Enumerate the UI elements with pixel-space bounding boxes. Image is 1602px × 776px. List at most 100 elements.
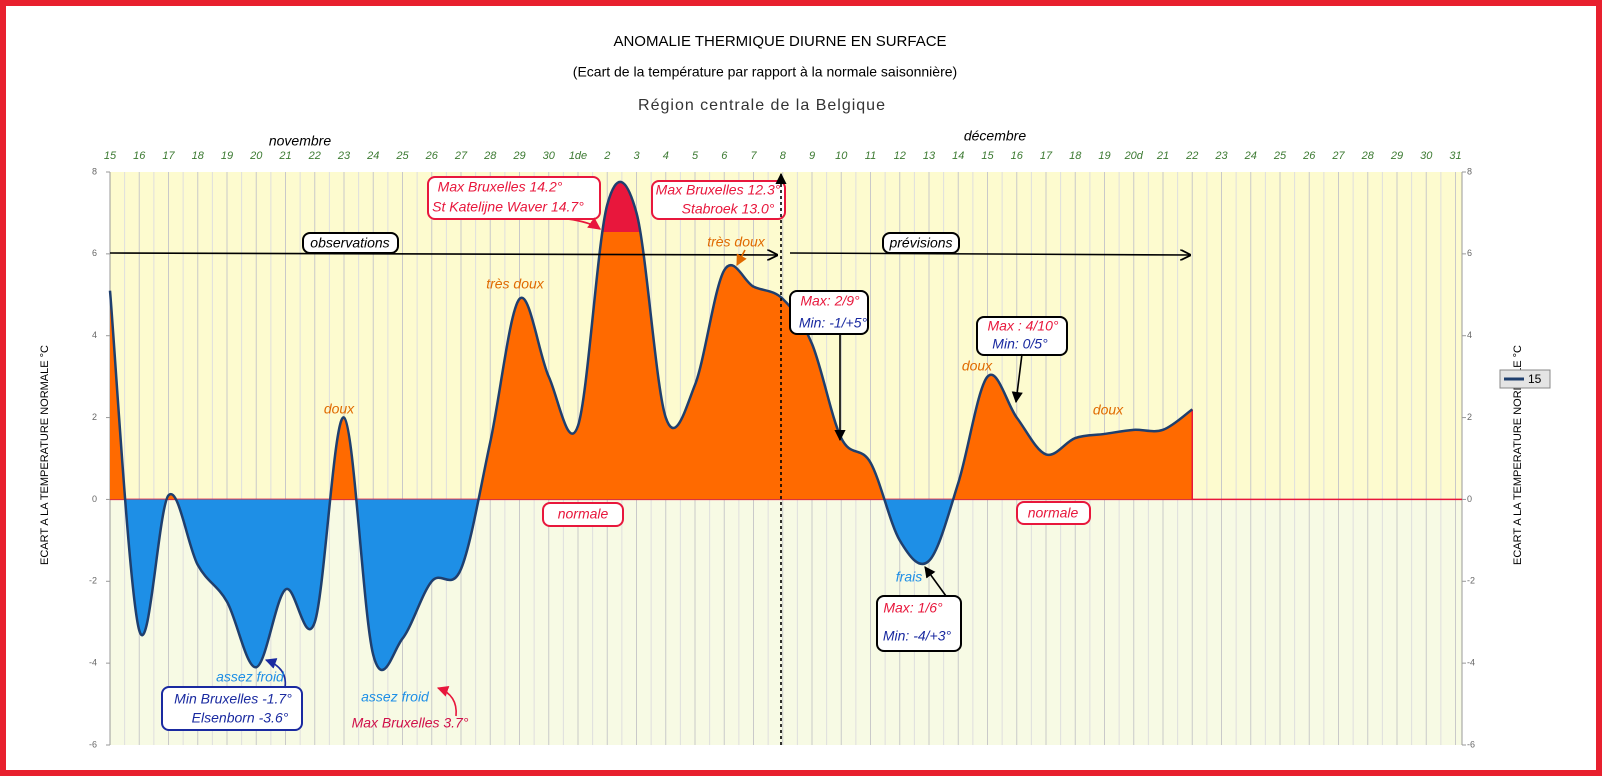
annotation: Max Bruxelles 3.7° [352, 715, 469, 731]
arrow [1011, 353, 1023, 404]
month-label: novembre [269, 133, 331, 149]
y2-axis-title: ECART A LA TEMPERATURE NORMALE °C [1512, 345, 1524, 565]
x-tick-label: 7 [750, 150, 757, 162]
y-tick-label: 4 [92, 330, 97, 340]
x-tick-label: 22 [1185, 150, 1198, 162]
x-tick-label: 18 [1069, 150, 1082, 162]
arrow [567, 217, 602, 230]
x-tick-label: 30 [543, 150, 556, 162]
x-tick-label: 9 [809, 150, 815, 162]
annotation: normale [1028, 505, 1079, 521]
annotation: doux [1093, 402, 1124, 418]
annotation: très doux [707, 234, 766, 250]
y-tick-label: -6 [89, 739, 97, 749]
x-tick-label: 17 [1040, 150, 1053, 162]
x-tick-label: 5 [692, 150, 699, 162]
x-tick-label: 3 [633, 150, 640, 162]
annotation-box [542, 502, 624, 527]
y-tick-label: -4 [89, 658, 97, 668]
x-tick-label: 30 [1420, 150, 1433, 162]
x-tick-label: 29 [1390, 150, 1403, 162]
month-label: décembre [964, 128, 1026, 144]
x-tick-label: 28 [483, 150, 497, 162]
x-tick-label: 27 [1331, 150, 1345, 162]
line [108, 180, 1193, 672]
x-tick-label: 20 [249, 150, 263, 162]
y-axis-title: ECART A LA TEMPERATURE NORMALE °C [39, 345, 51, 565]
x-tick-label: 26 [425, 150, 439, 162]
area-peak [602, 182, 641, 232]
x-tick-label: 25 [395, 150, 409, 162]
x-tick-label: 6 [721, 150, 728, 162]
arrow [924, 566, 947, 597]
x-tick-label: 17 [162, 150, 175, 162]
annotation: Max Bruxelles 12.3° [656, 182, 781, 198]
x-tick-label: 22 [308, 150, 321, 162]
x-tick-label: 18 [192, 150, 205, 162]
y-tick-label: 8 [92, 166, 97, 176]
annotation: normale [558, 506, 609, 522]
annotation: Elsenborn -3.6° [192, 710, 289, 726]
annotation-box [789, 290, 869, 335]
x-tick-label: 20d [1124, 150, 1144, 162]
arrow [109, 253, 777, 255]
x-tick-label: 12 [894, 150, 906, 162]
x-tick-label: 29 [512, 150, 525, 162]
arrow [436, 686, 457, 717]
annotation: Min: -4/+3° [883, 628, 952, 644]
arrow [736, 249, 747, 266]
x-tick-label: 4 [663, 150, 669, 162]
annotation: Max: 1/6° [883, 600, 943, 616]
y2-tick-label: 6 [1467, 248, 1472, 258]
x-tick-label: 14 [952, 150, 964, 162]
x-tick-label: 28 [1361, 150, 1375, 162]
x-tick-label: 23 [337, 150, 351, 162]
annotation: Min: -1/+5° [799, 315, 868, 331]
annotation: Max: 2/9° [800, 293, 860, 309]
annotation: Max : 4/10° [988, 318, 1059, 334]
x-tick-label: 15 [981, 150, 994, 162]
x-tick-label: 21 [278, 150, 291, 162]
x-tick-label: 10 [835, 150, 848, 162]
y-tick-label: 0 [92, 494, 97, 504]
annotation: Stabroek 13.0° [682, 201, 775, 217]
x-tick-label: 16 [133, 150, 146, 162]
x-tick-label: 16 [1011, 150, 1024, 162]
y2-tick-label: 4 [1467, 330, 1472, 340]
chart-subtitle: (Ecart de la température par rapport à l… [573, 64, 957, 80]
y2-tick-label: -4 [1467, 658, 1475, 668]
x-tick-label: 8 [780, 150, 787, 162]
x-tick-label: 25 [1273, 150, 1287, 162]
annotation: doux [324, 401, 355, 417]
annotation: très doux [486, 276, 545, 292]
annotation: Max Bruxelles 14.2° [438, 179, 563, 195]
y-tick-label: 6 [92, 248, 97, 258]
y2-tick-label: -2 [1467, 576, 1475, 586]
y2-tick-label: 8 [1467, 166, 1472, 176]
area-positive [110, 182, 1193, 500]
annotation-box [1016, 501, 1091, 525]
x-tick-label: 24 [1244, 150, 1257, 162]
x-tick-label: 19 [221, 150, 233, 162]
x-tick-label: 26 [1302, 150, 1316, 162]
annotation: observations [310, 235, 389, 251]
y2-tick-label: 0 [1467, 494, 1472, 504]
annotation: doux [962, 358, 993, 374]
x-tick-label: 15 [104, 150, 117, 162]
y2-tick-label: 2 [1467, 412, 1472, 422]
legend-label: 15 [1528, 372, 1542, 386]
annotation: Min: 0/5° [992, 336, 1048, 352]
annotation: frais [896, 569, 922, 585]
y2-tick-label: -6 [1467, 739, 1475, 749]
x-tick-label: 24 [366, 150, 379, 162]
annotation-box [876, 595, 962, 652]
annotation: St Katelijne Waver 14.7° [432, 199, 584, 215]
annotation-box [161, 686, 303, 731]
y-tick-label: -2 [89, 576, 97, 586]
region-label: Région centrale de la Belgique [638, 97, 886, 114]
x-tick-label: 13 [923, 150, 936, 162]
arrow [264, 658, 287, 689]
annotation-box [651, 180, 786, 220]
annotation-box [427, 176, 601, 220]
